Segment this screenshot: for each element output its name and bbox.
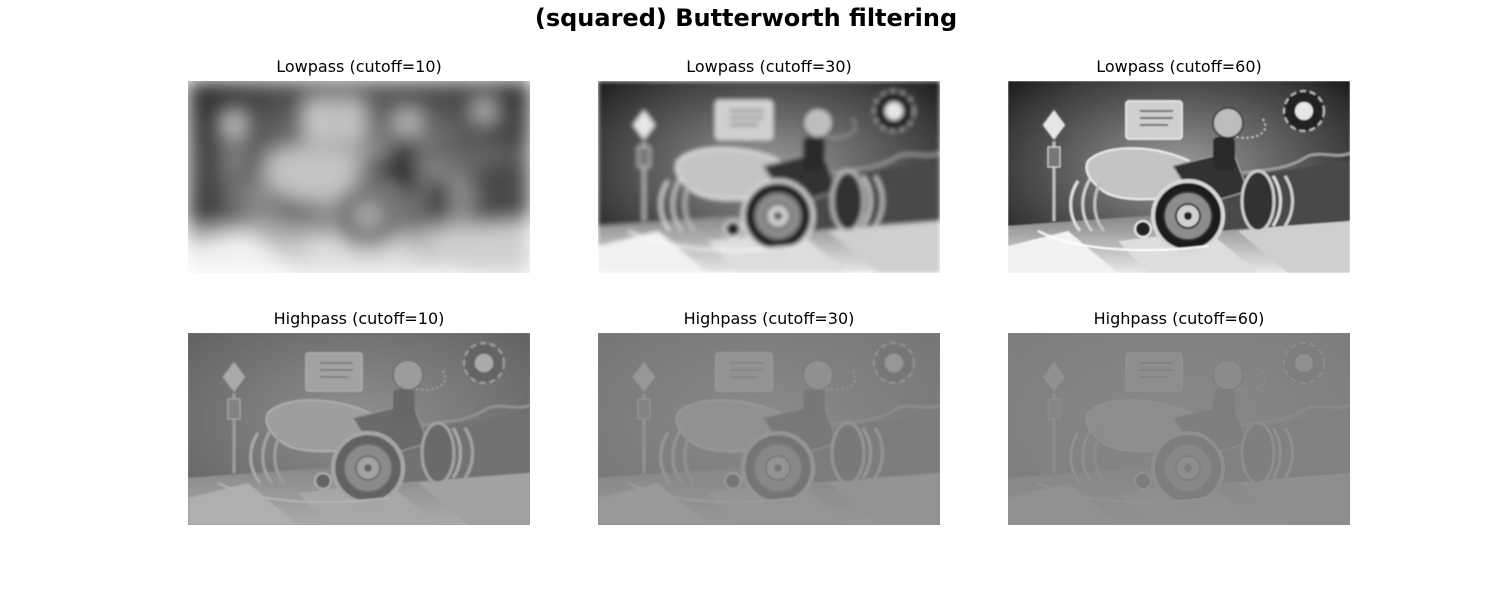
panel-title: Highpass (cutoff=30) xyxy=(683,309,855,328)
panel-highpass-10: Highpass (cutoff=10) xyxy=(188,309,530,525)
figure-title: (squared) Butterworth filtering xyxy=(534,4,958,32)
panel-lowpass-30: Lowpass (cutoff=30) xyxy=(598,57,940,273)
panel-highpass-30: Highpass (cutoff=30) xyxy=(598,309,940,525)
panel-title: Lowpass (cutoff=30) xyxy=(686,57,852,76)
panel-title: Highpass (cutoff=60) xyxy=(1093,309,1265,328)
panel-title: Lowpass (cutoff=60) xyxy=(1096,57,1262,76)
panel-lowpass-60: Lowpass (cutoff=60) xyxy=(1008,57,1350,273)
panel-lowpass-10: Lowpass (cutoff=10) xyxy=(188,57,530,273)
filtered-image xyxy=(1008,333,1350,525)
panel-title: Highpass (cutoff=10) xyxy=(273,309,445,328)
filtered-image xyxy=(598,333,940,525)
panel-highpass-60: Highpass (cutoff=60) xyxy=(1008,309,1350,525)
filtered-image xyxy=(188,81,530,273)
panel-title: Lowpass (cutoff=10) xyxy=(276,57,442,76)
filtered-image xyxy=(1008,81,1350,273)
filtered-image xyxy=(598,81,940,273)
filtered-image xyxy=(188,333,530,525)
